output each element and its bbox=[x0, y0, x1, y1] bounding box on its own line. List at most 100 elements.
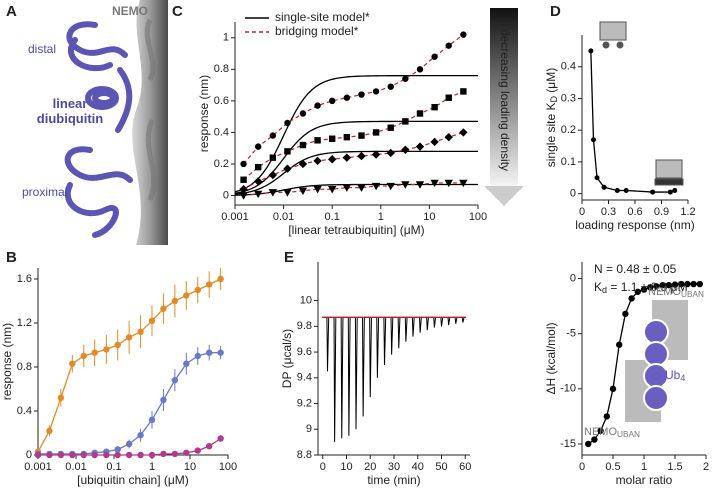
y-axis-label-part: single site K bbox=[544, 103, 558, 168]
marker bbox=[609, 385, 617, 393]
y-axis-label-part: D bbox=[549, 96, 559, 103]
marker bbox=[328, 186, 337, 194]
x-tick-label: 100 bbox=[219, 461, 237, 473]
marker bbox=[240, 176, 247, 183]
marker bbox=[329, 97, 336, 105]
marker bbox=[460, 31, 467, 38]
marker bbox=[623, 187, 629, 193]
x-tick-label: 20 bbox=[364, 461, 376, 473]
y-tick-label: 0.3 bbox=[561, 92, 576, 104]
x-tick-label: 0 bbox=[320, 461, 326, 473]
y-tick-label: 1 bbox=[223, 32, 229, 44]
injection-peak bbox=[447, 317, 451, 326]
legend-label: single-site model* bbox=[275, 10, 370, 24]
y-tick-label: 0 bbox=[570, 188, 576, 200]
marker bbox=[254, 143, 262, 150]
y-tick-label: 1.2 bbox=[17, 317, 32, 329]
marker bbox=[343, 133, 351, 141]
annotation: N = 0.48 ± 0.05 bbox=[594, 262, 677, 276]
y-axis-label: response (nm) bbox=[0, 323, 14, 400]
injection-peak bbox=[440, 317, 444, 327]
x-tick-label: 0.5 bbox=[605, 461, 620, 473]
marker bbox=[653, 283, 660, 290]
bridging-fit bbox=[243, 131, 464, 190]
marker bbox=[372, 88, 380, 95]
y-tick-label: 0 bbox=[570, 272, 576, 284]
marker bbox=[239, 192, 248, 200]
marker bbox=[401, 181, 410, 189]
x-tick-label: 0.1 bbox=[106, 461, 121, 473]
injection-peak bbox=[454, 317, 458, 324]
x-tick-label: 40 bbox=[412, 461, 424, 473]
annotation-part: = 1.1 ± 0.3 μM bbox=[607, 280, 688, 294]
marker bbox=[34, 451, 42, 459]
x-axis-label: time (min) bbox=[367, 473, 420, 487]
marker bbox=[253, 190, 263, 199]
x-tick-label: 0.001 bbox=[221, 211, 249, 223]
y-tick-label: 0.8 bbox=[17, 361, 32, 373]
injection-peak bbox=[390, 317, 394, 355]
structure-label: linear diubiquitin bbox=[36, 96, 104, 126]
injection-peak bbox=[376, 317, 380, 378]
marker bbox=[137, 432, 144, 439]
density-bar bbox=[490, 8, 518, 186]
y-tick-label: 1.6 bbox=[17, 273, 32, 285]
marker bbox=[659, 281, 666, 289]
marker bbox=[590, 137, 596, 143]
marker bbox=[591, 436, 598, 443]
y-tick-label: 0.8 bbox=[214, 63, 229, 75]
marker bbox=[254, 163, 262, 171]
y-tick-label: 9 bbox=[306, 423, 312, 435]
marker bbox=[402, 118, 409, 125]
marker bbox=[114, 341, 121, 349]
y-axis-label-part: (μM) bbox=[544, 68, 558, 96]
injection-peak bbox=[383, 317, 387, 365]
complex-label-part: Ub bbox=[665, 368, 681, 382]
marker bbox=[217, 275, 224, 283]
marker bbox=[46, 427, 53, 434]
marker bbox=[328, 155, 337, 164]
marker bbox=[372, 129, 380, 136]
marker bbox=[299, 110, 307, 117]
marker bbox=[671, 281, 679, 288]
injection-peak bbox=[333, 317, 337, 443]
marker bbox=[205, 349, 213, 356]
marker bbox=[160, 450, 167, 458]
complex-label: NEMOUBAN bbox=[584, 426, 640, 439]
marker bbox=[268, 189, 278, 197]
x-axis-label: [linear tetraubiquitin] (μM) bbox=[288, 223, 424, 237]
panel-label: A bbox=[6, 3, 17, 20]
marker bbox=[298, 159, 308, 169]
y-tick-label: 10 bbox=[300, 295, 312, 307]
x-axis-label: loading response (nm) bbox=[575, 218, 694, 232]
y-tick-label: 0.1 bbox=[561, 156, 576, 168]
injection-peak bbox=[347, 317, 351, 436]
marker bbox=[357, 184, 366, 192]
marker bbox=[597, 427, 604, 434]
marker bbox=[114, 446, 121, 453]
marker bbox=[284, 148, 291, 155]
injection-peak bbox=[411, 317, 415, 337]
marker bbox=[283, 164, 292, 173]
injection-peak bbox=[426, 317, 429, 331]
x-tick-label: 30 bbox=[388, 461, 400, 473]
panel-label: C bbox=[172, 3, 183, 20]
x-tick-label: 0.1 bbox=[325, 211, 340, 223]
panel-label: D bbox=[550, 3, 561, 20]
marker bbox=[690, 280, 697, 288]
marker bbox=[616, 341, 623, 348]
y-tick-label: 0.4 bbox=[561, 61, 576, 73]
complex-label: Ub4 bbox=[665, 368, 685, 383]
bridging-fit bbox=[243, 182, 464, 197]
marker bbox=[80, 352, 87, 360]
marker bbox=[402, 75, 409, 82]
marker bbox=[444, 132, 453, 142]
marker bbox=[137, 328, 144, 335]
injection-peak bbox=[419, 317, 422, 333]
injection-peak bbox=[397, 317, 401, 349]
annotation: Kd = 1.1 ± 0.3 μM bbox=[594, 280, 688, 295]
marker bbox=[665, 281, 672, 289]
marker bbox=[69, 451, 76, 459]
structure-label-box: linear diubiquitin bbox=[36, 96, 104, 126]
y-axis-label: DP (μcal/s) bbox=[280, 329, 294, 388]
